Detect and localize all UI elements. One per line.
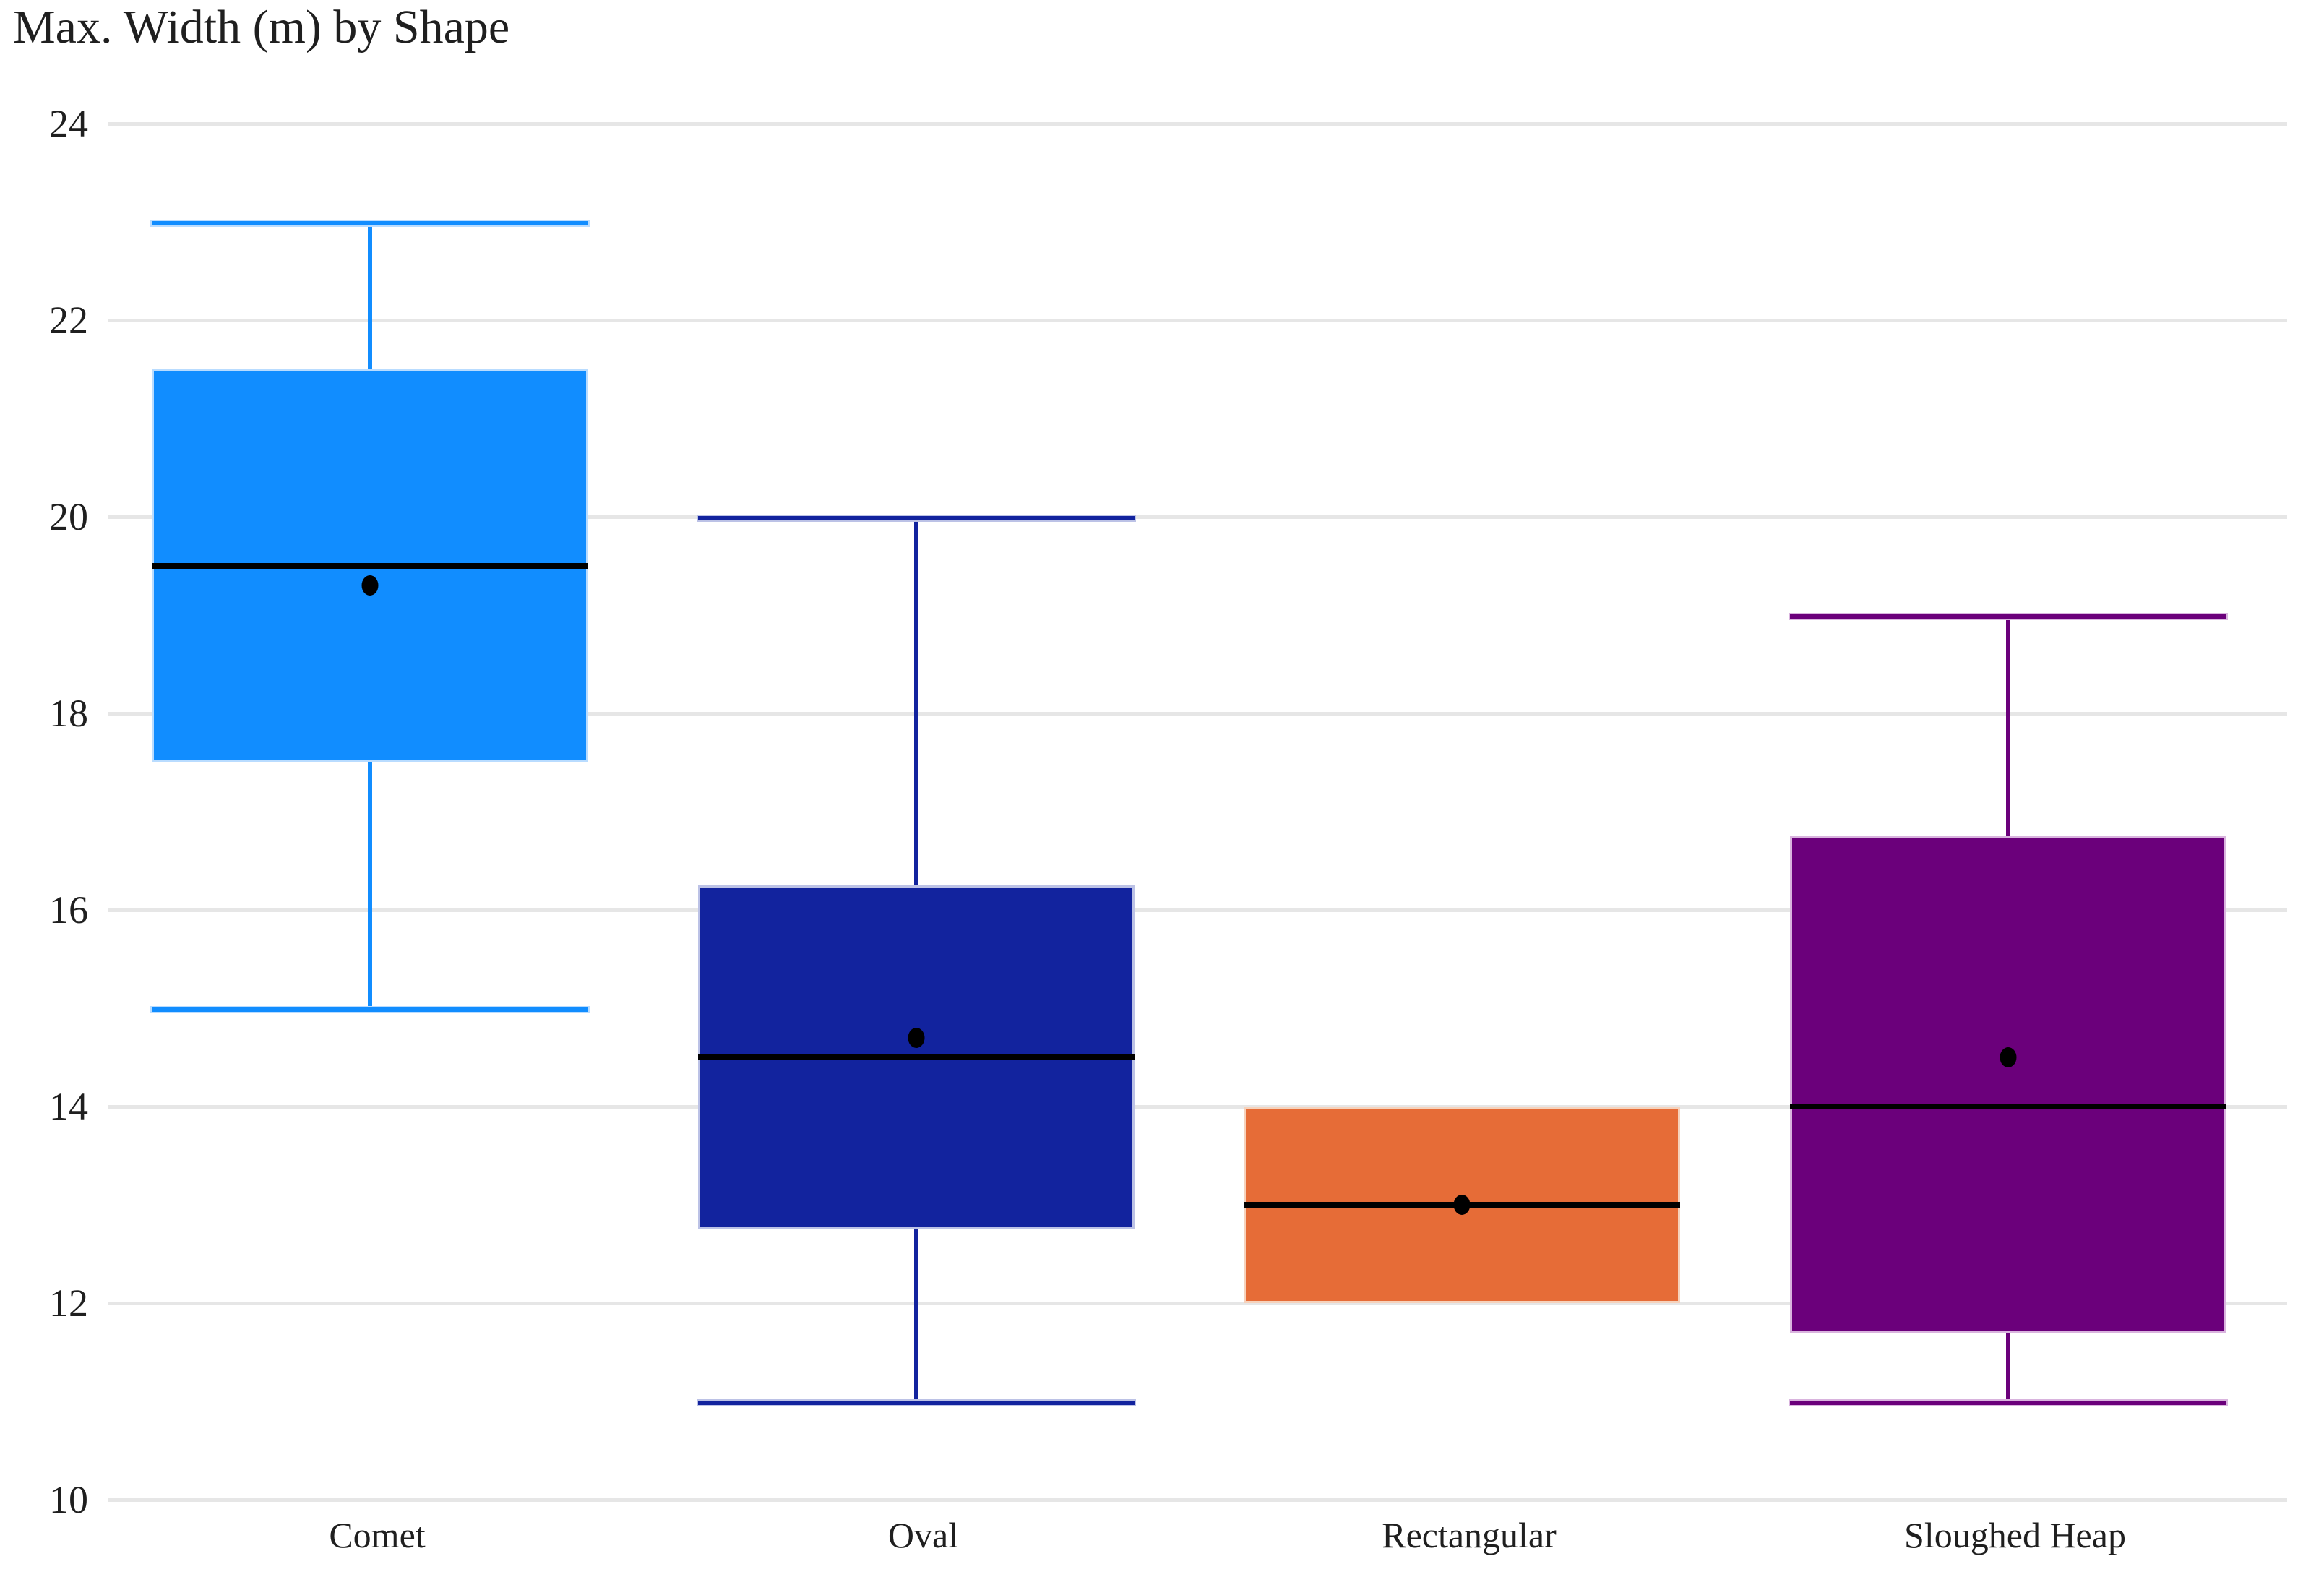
y-tick-label: 10 — [49, 1478, 88, 1521]
gridline-y-12 — [108, 1302, 2287, 1305]
lower-whisker-cap — [1788, 1399, 2228, 1406]
x-axis-label-comet: Comet — [329, 1515, 426, 1555]
median-line — [697, 1054, 1135, 1060]
median-line — [152, 563, 588, 569]
lower-whisker-cap — [696, 1399, 1136, 1406]
upper-whisker-line — [2005, 615, 2010, 836]
y-tick-label: 18 — [49, 692, 88, 735]
lower-whisker-cap — [150, 1006, 590, 1013]
y-tick-label: 22 — [49, 298, 88, 342]
upper-whisker-line — [368, 222, 372, 369]
mean-dot — [2000, 1047, 2016, 1067]
gridline-y-16 — [108, 908, 2287, 912]
upper-whisker-cap — [696, 515, 1136, 522]
median-line — [1789, 1104, 2226, 1109]
mean-dot — [1453, 1195, 1471, 1215]
mean-dot — [908, 1027, 924, 1048]
y-tick-label: 24 — [49, 102, 88, 145]
lower-whisker-line — [913, 1229, 918, 1401]
upper-whisker-cap — [1788, 613, 2228, 620]
mean-dot — [361, 575, 379, 596]
x-axis-label-rectangular: Rectangular — [1382, 1515, 1557, 1555]
gridline-y-14 — [108, 1105, 2287, 1109]
y-tick-label: 16 — [49, 888, 88, 932]
lower-whisker-line — [2005, 1332, 2010, 1401]
y-tick-label: 14 — [49, 1085, 88, 1128]
x-axis-label-oval: Oval — [887, 1515, 959, 1555]
x-axis-label-sloughed-heap: Sloughed Heap — [1904, 1515, 2126, 1555]
gridline-y-24 — [108, 122, 2287, 126]
gridline-y-22 — [108, 319, 2287, 322]
lower-whisker-line — [368, 762, 372, 1008]
gridline-y-10 — [108, 1498, 2287, 1502]
box-sloughed-heap[interactable] — [1789, 836, 2226, 1333]
chart-title: Max. Width (m) by Shape — [13, 1, 510, 53]
y-tick-label: 20 — [49, 495, 88, 538]
gridline-y-18 — [108, 712, 2287, 716]
upper-whisker-cap — [150, 220, 590, 227]
gridline-y-20 — [108, 515, 2287, 519]
upper-whisker-line — [913, 517, 918, 885]
y-tick-label: 12 — [49, 1281, 88, 1325]
